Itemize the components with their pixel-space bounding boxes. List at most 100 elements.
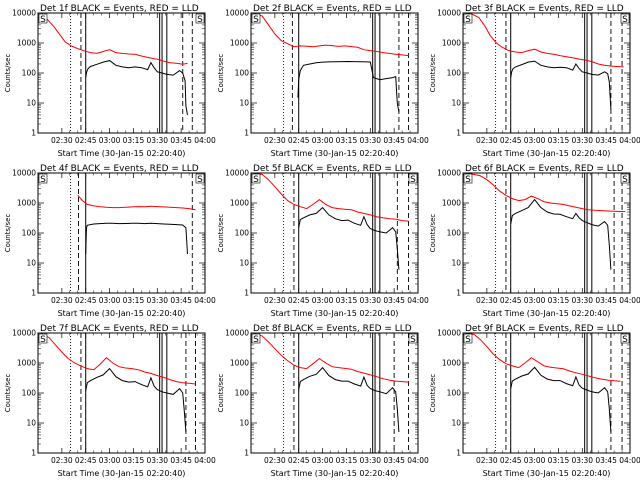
plot-frame	[37, 172, 206, 294]
x-tick-label: 02:30	[51, 296, 73, 305]
y-axis-label: Counts/sec	[217, 214, 225, 253]
y-tick-label: 1	[244, 129, 249, 138]
y-tick-label: 10000	[225, 169, 249, 178]
events-series-line	[85, 222, 188, 255]
lld-series-line	[40, 333, 196, 385]
panel-title: Det 8f BLACK = Events, RED = LLD	[253, 324, 412, 334]
plot-frame	[250, 12, 419, 134]
events-series-line	[85, 367, 187, 433]
x-tick-label: 03:00	[524, 296, 546, 305]
flag-box-left	[251, 13, 261, 24]
x-tick-label: 04:00	[194, 296, 216, 305]
flag-label-right: S	[622, 175, 628, 185]
flag-label-left: S	[40, 335, 46, 345]
plot-frame	[462, 332, 631, 454]
flag-box-left	[38, 13, 48, 24]
x-tick-label: 03:30	[359, 136, 381, 145]
x-tick-label: 03:45	[170, 296, 192, 305]
x-tick-label: 03:15	[123, 136, 145, 145]
panel-title: Det 4f BLACK = Events, RED = LLD	[40, 164, 199, 174]
y-tick-label: 1000	[230, 199, 249, 208]
x-tick-label: 03:45	[383, 296, 405, 305]
panel-title: Det 7f BLACK = Events, RED = LLD	[40, 324, 199, 334]
flag-label-right: S	[410, 175, 416, 185]
y-tick-label: 1	[244, 289, 249, 298]
x-tick-label: 02:30	[264, 296, 286, 305]
x-tick-label: 03:15	[548, 456, 570, 465]
x-axis-label: Start Time (30-Jan-15 02:20:40)	[58, 309, 186, 318]
x-tick-label: 02:45	[75, 456, 97, 465]
x-tick-label: 02:45	[288, 136, 310, 145]
y-axis-label: Counts/sec	[217, 374, 225, 413]
lld-series-line	[466, 173, 626, 212]
y-tick-label: 10000	[12, 169, 36, 178]
flag-box-left	[463, 173, 473, 184]
y-tick-label: 10000	[437, 169, 461, 178]
x-tick-label: 04:00	[407, 296, 429, 305]
chart-panel: Det 1f BLACK = Events, RED = LLD Counts/s…	[4, 4, 216, 158]
x-axis-label: Start Time (30-Jan-15 02:20:40)	[271, 149, 399, 158]
flag-box-right	[620, 333, 630, 344]
x-tick-label: 03:30	[571, 296, 593, 305]
x-tick-label: 02:30	[476, 456, 498, 465]
x-tick-label: 03:15	[548, 296, 570, 305]
flag-label-left: S	[40, 175, 46, 185]
events-series-line	[297, 60, 400, 113]
x-tick-label: 03:30	[359, 296, 381, 305]
events-series-line	[298, 206, 400, 270]
x-tick-label: 03:15	[123, 456, 145, 465]
flag-label-right: S	[622, 15, 628, 25]
y-axis-label: Counts/sec	[4, 214, 12, 253]
y-axis-label: Counts/sec	[4, 374, 12, 413]
x-tick-label: 02:45	[75, 296, 97, 305]
y-tick-label: 100	[447, 389, 462, 398]
events-series-line	[298, 366, 400, 433]
lld-series-line	[77, 194, 196, 211]
chart-panel: Det 9f BLACK = Events, RED = LLD Counts/s…	[429, 324, 640, 478]
panel-title: Det 1f BLACK = Events, RED = LLD	[40, 4, 199, 14]
x-tick-label: 03:00	[524, 136, 546, 145]
y-tick-label: 10	[239, 259, 249, 268]
lld-series-line	[40, 14, 188, 65]
flag-box-right	[620, 173, 630, 184]
flag-label-right: S	[622, 335, 628, 345]
x-tick-label: 03:15	[336, 296, 358, 305]
x-tick-label: 03:15	[123, 296, 145, 305]
flag-label-right: S	[410, 335, 416, 345]
flag-box-right	[195, 13, 205, 24]
flag-label-right: S	[197, 15, 203, 25]
flag-label-left: S	[253, 335, 259, 345]
flag-box-right	[620, 13, 630, 24]
y-tick-label: 100	[22, 389, 37, 398]
y-tick-label: 10000	[437, 329, 461, 338]
plot-frame	[462, 172, 631, 294]
x-tick-label: 02:30	[476, 136, 498, 145]
flag-label-left: S	[465, 175, 471, 185]
y-tick-label: 1000	[442, 359, 461, 368]
x-axis-label: Start Time (30-Jan-15 02:20:40)	[483, 309, 611, 318]
y-tick-label: 1000	[17, 359, 36, 368]
chart-panel: Det 3f BLACK = Events, RED = LLD Counts/s…	[429, 4, 640, 158]
y-tick-label: 10000	[225, 9, 249, 18]
flag-box-right	[195, 173, 205, 184]
y-tick-label: 10	[239, 419, 249, 428]
y-axis-label: Counts/sec	[429, 54, 437, 93]
x-tick-label: 03:00	[524, 456, 546, 465]
flag-box-left	[38, 173, 48, 184]
chart-panel: Det 5f BLACK = Events, RED = LLD Counts/s…	[217, 164, 429, 318]
y-axis-label: Counts/sec	[429, 374, 437, 413]
x-tick-label: 03:00	[312, 456, 334, 465]
y-tick-label: 1000	[442, 39, 461, 48]
x-axis-label: Start Time (30-Jan-15 02:20:40)	[58, 149, 186, 158]
x-tick-label: 02:45	[500, 296, 522, 305]
x-tick-label: 03:15	[336, 136, 358, 145]
x-tick-label: 03:30	[146, 456, 168, 465]
flag-box-left	[463, 13, 473, 24]
events-series-line	[510, 198, 612, 270]
lld-series-line	[254, 13, 409, 57]
events-series-line	[85, 60, 188, 115]
y-tick-label: 10	[451, 259, 461, 268]
x-tick-label: 03:15	[548, 136, 570, 145]
y-tick-label: 1	[244, 449, 249, 458]
chart-panel: Det 4f BLACK = Events, RED = LLD Counts/s…	[4, 164, 216, 318]
